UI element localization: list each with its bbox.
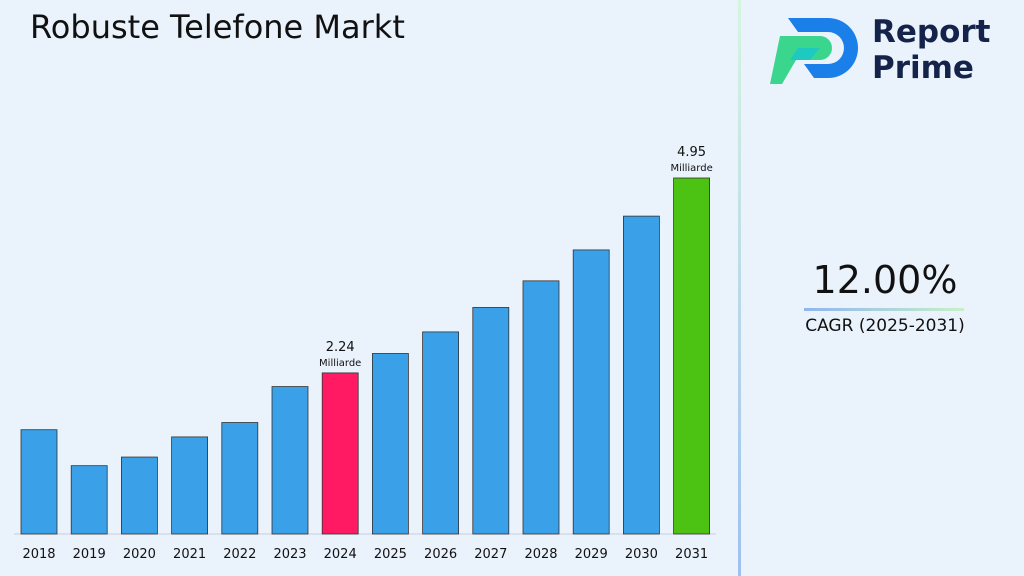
bar-2028 <box>522 280 560 535</box>
bar-2025 <box>371 353 409 535</box>
logo-line2: Prime <box>872 50 974 86</box>
x-tick-label: 2029 <box>575 547 608 562</box>
bar-2023 <box>271 386 309 535</box>
data-label-value: 4.95 <box>677 145 706 160</box>
bar-2019 <box>70 465 108 535</box>
logo-text: Report Prime <box>872 14 991 86</box>
x-tick-label: 2030 <box>625 547 658 562</box>
x-tick-label: 2026 <box>424 547 457 562</box>
x-tick-label: 2024 <box>324 547 357 562</box>
bar-2031 <box>673 177 710 535</box>
bar-2029 <box>572 249 610 535</box>
bar-2020 <box>121 456 158 535</box>
bar-2018 <box>20 429 58 535</box>
x-tick-label: 2021 <box>173 547 206 562</box>
data-label-unit: Milliarde <box>670 163 712 174</box>
bar-2022 <box>221 422 259 535</box>
x-tick-label: 2028 <box>524 547 557 562</box>
divider <box>738 0 741 576</box>
x-tick-label: 2023 <box>273 547 306 562</box>
bar-2026 <box>422 331 460 535</box>
bar-2021 <box>171 436 209 535</box>
bar-2024 <box>321 372 359 535</box>
x-tick-label: 2031 <box>675 547 708 562</box>
bar-2027 <box>472 307 510 535</box>
data-label-value: 2.24 <box>326 340 355 355</box>
data-label-unit: Milliarde <box>319 358 361 369</box>
x-tick-label: 2020 <box>123 547 156 562</box>
page-title: Robuste Telefone Markt <box>30 8 405 46</box>
bar-2030 <box>623 215 660 535</box>
x-tick-label: 2018 <box>22 547 55 562</box>
cagr-value: 12.00% <box>812 258 958 302</box>
cagr-underline <box>804 308 964 311</box>
bar-chart: 2018 2019 2020 2021 2022 2023 2024 2025 2026 2027… <box>14 145 716 562</box>
x-tick-label: 2025 <box>374 547 407 562</box>
x-tick-label: 2019 <box>73 547 106 562</box>
logo-line1: Report <box>872 14 991 50</box>
x-tick-label: 2022 <box>223 547 256 562</box>
x-tick-label: 2027 <box>474 547 507 562</box>
report-prime-logo-icon <box>770 18 858 84</box>
cagr-label: CAGR (2025-2031) <box>805 316 965 336</box>
